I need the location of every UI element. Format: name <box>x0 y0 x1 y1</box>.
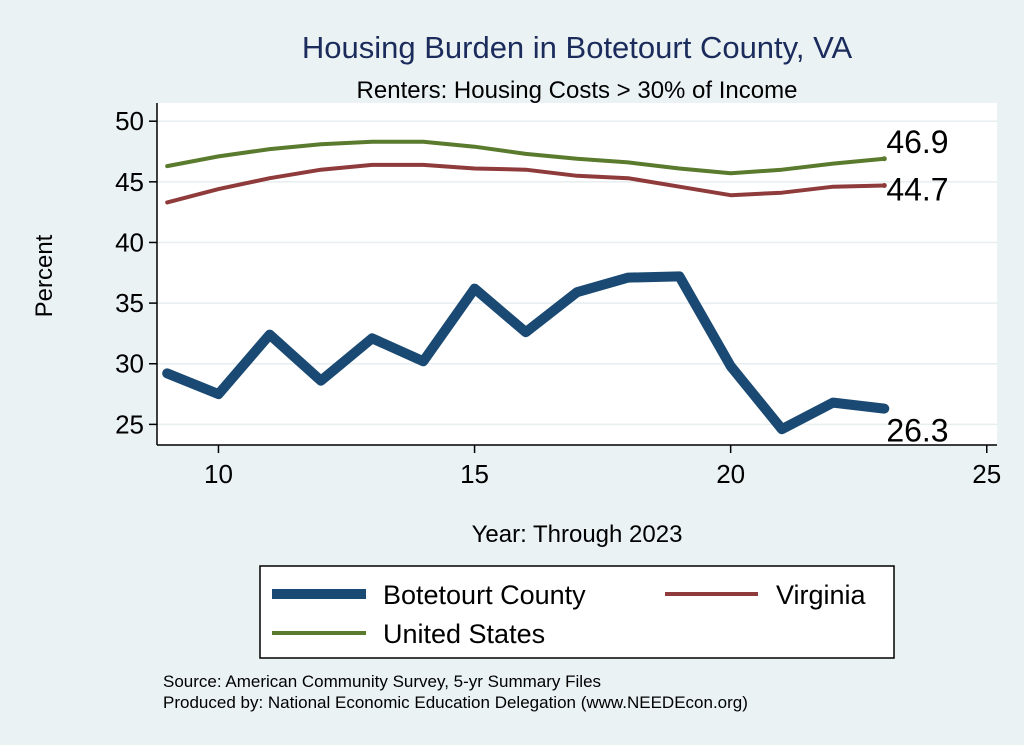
y-axis-ticks: 25 30 35 40 45 50 <box>115 106 157 439</box>
end-label-botetourt-county: 26.3 <box>886 413 948 449</box>
y-axis-label: Percent <box>31 234 58 317</box>
legend-box <box>259 565 895 659</box>
series-line-united-states <box>165 139 887 176</box>
y-tick-label-45: 45 <box>115 167 144 197</box>
legend-label-virginia: Virginia <box>776 580 867 610</box>
y-tick-label-30: 30 <box>115 349 144 379</box>
legend-label-united-states: United States <box>383 619 545 649</box>
y-tick-label-50: 50 <box>115 106 144 136</box>
x-axis-label: Year: Through 2023 <box>472 521 683 548</box>
plot-area <box>157 103 997 445</box>
y-tick-label-25: 25 <box>115 409 144 439</box>
x-axis-ticks: 10 15 20 25 <box>204 445 1001 489</box>
series-line-botetourt-county <box>162 271 890 435</box>
series-line-virginia <box>165 162 887 205</box>
end-point-botetourt-county <box>881 406 887 412</box>
y-tick-label-35: 35 <box>115 288 144 318</box>
x-tick-label-25: 25 <box>972 459 1001 489</box>
chart-subtitle: Renters: Housing Costs > 30% of Income <box>357 77 798 104</box>
end-point-united-states <box>881 156 887 162</box>
end-label-united-states: 46.9 <box>886 124 948 160</box>
axes <box>156 103 997 446</box>
source-line-2: Produced by: National Economic Education… <box>163 693 748 712</box>
x-tick-label-20: 20 <box>716 459 745 489</box>
x-tick-label-10: 10 <box>204 459 233 489</box>
source-line-1: Source: American Community Survey, 5-yr … <box>163 672 601 691</box>
legend: Botetourt County Virginia United States <box>259 565 895 659</box>
y-tick-label-40: 40 <box>115 227 144 257</box>
end-point-virginia <box>881 182 887 188</box>
x-tick-label-15: 15 <box>460 459 489 489</box>
legend-label-botetourt: Botetourt County <box>383 580 586 610</box>
end-labels: 26.3 44.7 46.9 <box>886 124 948 449</box>
chart-title: Housing Burden in Botetourt County, VA <box>302 30 853 65</box>
series-lines <box>162 139 890 435</box>
end-label-virginia: 44.7 <box>886 171 948 207</box>
